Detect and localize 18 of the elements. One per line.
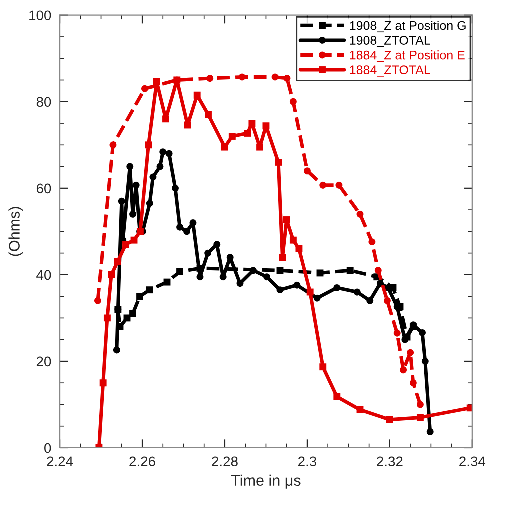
legend-label: 1908_Z at Position G (350, 20, 466, 33)
y-tick-label: 80 (36, 97, 52, 108)
legend-label: 1908_ZTOTAL (350, 36, 430, 48)
y-tick-label: 100 (30, 10, 52, 21)
y-tick-label: 40 (36, 270, 52, 280)
x-tick-label: 2.24 (47, 456, 74, 466)
y-axis-title: (Ohms) (8, 207, 23, 256)
x-tick-label: 2.28 (212, 456, 238, 467)
y-tick-label: 0 (44, 443, 52, 454)
legend-label: 1884_Z at Position E (350, 50, 465, 62)
y-tick-label: 20 (36, 356, 52, 367)
x-tick-label: 2.32 (377, 456, 403, 467)
x-tick-label: 2.26 (130, 456, 156, 467)
x-tick-label: 2.3 (298, 456, 316, 467)
y-tick-label: 60 (36, 184, 52, 194)
x-tick-label: 2.34 (460, 456, 486, 467)
x-axis-title: Time in μs (231, 474, 301, 489)
legend-label: 1884_ZTOTAL (350, 66, 430, 77)
